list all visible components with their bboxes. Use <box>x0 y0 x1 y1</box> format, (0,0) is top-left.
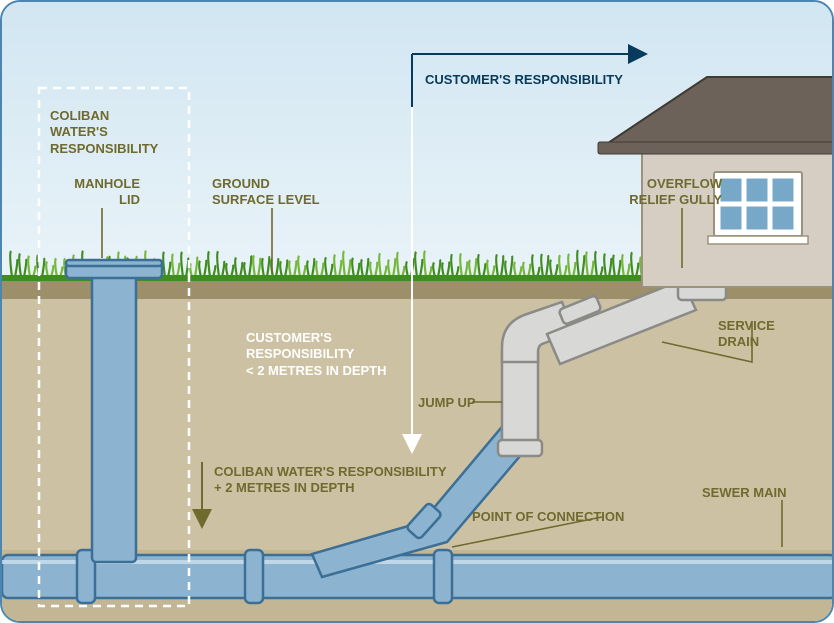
diagram-svg <box>2 2 834 623</box>
sewer-responsibility-diagram: COLIBAN WATER'S RESPONSIBILITY MANHOLE L… <box>0 0 834 623</box>
window <box>708 172 808 244</box>
